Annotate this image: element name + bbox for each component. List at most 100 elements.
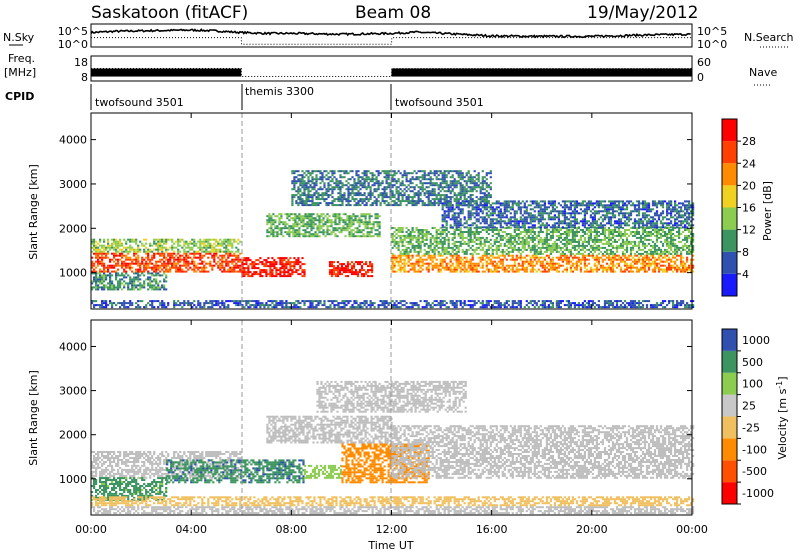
power-cell — [165, 250, 168, 253]
power-cell — [509, 236, 512, 239]
power-cell — [659, 234, 663, 237]
power-cell — [237, 256, 240, 259]
power-cell — [113, 286, 116, 289]
power-cell — [421, 186, 424, 189]
power-cell — [330, 225, 333, 228]
power-cell — [659, 254, 663, 257]
power-cell — [489, 260, 492, 263]
power-cell — [296, 215, 299, 218]
power-cell — [621, 240, 625, 243]
power-cell — [471, 264, 474, 267]
power-cell — [435, 234, 438, 237]
power-cell — [601, 268, 604, 271]
power-cell — [483, 182, 486, 185]
power-cell — [293, 172, 296, 175]
power-cell — [302, 233, 305, 236]
power-cell — [545, 262, 548, 265]
power-cell — [609, 252, 613, 255]
power-cell — [429, 246, 432, 249]
power-cell — [409, 236, 412, 239]
power-cell — [611, 240, 615, 243]
power-cell — [314, 217, 317, 220]
power-cell — [399, 256, 402, 259]
power-cell — [535, 256, 538, 259]
power-cell — [243, 259, 246, 262]
power-cell — [401, 196, 404, 199]
power-cell — [375, 182, 378, 185]
power-cell — [477, 236, 480, 239]
power-cell — [348, 271, 352, 274]
power-cell — [491, 264, 494, 267]
power-cell — [587, 238, 590, 241]
power-cell — [255, 273, 258, 276]
power-cell — [301, 180, 304, 183]
power-cell — [263, 263, 266, 266]
power-cell — [107, 238, 110, 241]
power-cell — [332, 269, 336, 272]
power-cell — [314, 231, 317, 234]
power-cell — [299, 196, 302, 199]
power-cell — [325, 192, 328, 195]
power-cell — [487, 172, 490, 175]
power-cell — [443, 238, 446, 241]
power-cell — [670, 242, 673, 245]
power-cell — [589, 254, 592, 257]
power-cell — [245, 273, 248, 276]
power-cell — [334, 223, 337, 226]
power-cell — [641, 240, 645, 243]
power-cell — [393, 196, 396, 199]
power-cell — [661, 229, 665, 231]
power-cell — [573, 240, 576, 243]
power-cell — [313, 194, 316, 197]
power-cell — [217, 242, 220, 245]
power-cell — [109, 266, 112, 269]
power-cell — [285, 267, 288, 270]
power-cell — [125, 262, 128, 265]
power-cell — [545, 244, 548, 247]
power-cell — [309, 184, 312, 187]
power-cell — [429, 180, 432, 183]
power-cell — [115, 258, 118, 261]
power-cell — [407, 264, 410, 267]
power-cell — [378, 221, 381, 224]
power-cell — [147, 262, 150, 265]
power-cell — [385, 180, 388, 183]
power-cell — [557, 244, 560, 247]
power-cell — [579, 262, 582, 265]
power-cell — [551, 262, 554, 265]
power-cell — [336, 261, 340, 264]
power-cell — [678, 248, 681, 251]
power-cell — [316, 215, 319, 218]
power-cell — [463, 176, 466, 179]
power-cell — [684, 270, 687, 273]
power-cell — [331, 204, 334, 207]
power-cell — [545, 242, 548, 245]
power-cell — [366, 225, 369, 228]
power-cell — [449, 186, 452, 189]
power-cell — [437, 266, 440, 269]
power-cell — [543, 240, 546, 243]
power-cell — [381, 180, 384, 183]
power-cell — [215, 240, 218, 243]
power-cell — [467, 172, 470, 175]
power-cell — [332, 221, 335, 224]
power-cell — [425, 204, 428, 207]
power-cell — [393, 231, 396, 233]
power-cell — [433, 194, 436, 197]
power-cell — [627, 242, 631, 245]
power-cell — [129, 250, 132, 253]
power-cell — [419, 242, 422, 245]
power-cell — [575, 240, 578, 243]
power-cell — [635, 233, 639, 235]
power-cell — [383, 172, 386, 175]
power-cell — [485, 172, 488, 175]
power-cell — [157, 284, 160, 287]
power-cell — [445, 186, 448, 189]
power-cell — [109, 288, 112, 291]
power-cell — [95, 256, 98, 259]
power-cell — [379, 192, 382, 195]
power-cell — [301, 198, 304, 201]
power-cell — [147, 288, 150, 291]
power-cell — [133, 258, 136, 261]
power-cell — [113, 242, 116, 245]
